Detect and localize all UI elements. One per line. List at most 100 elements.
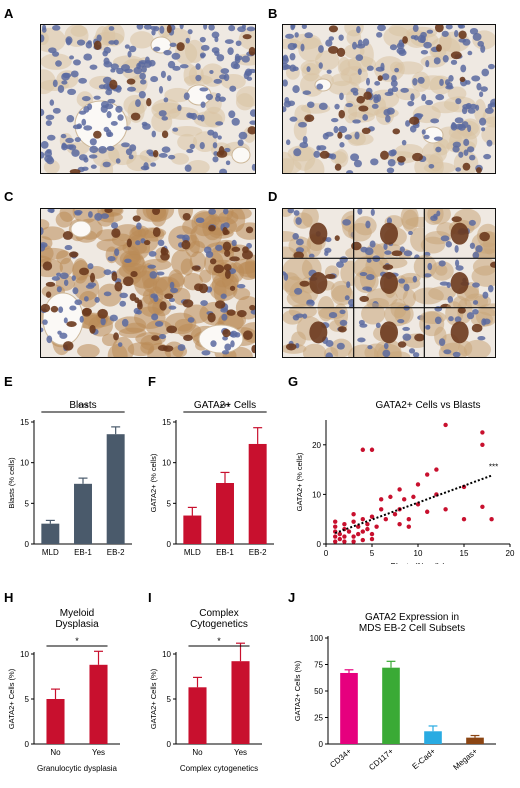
chart-h: Myeloid Dysplasia 0 5 10 GATA2+ Cells (%) No Ye… [0,604,142,782]
nucleus [41,151,45,159]
nucleus [399,246,405,253]
nucleus [338,34,344,41]
y-tick-label: 10 [20,650,29,659]
nucleus [295,217,302,225]
data-point [365,526,370,532]
nucleus [412,275,418,283]
nucleus [471,75,481,82]
x-tick-label: MLD [184,548,201,557]
nucleus [58,306,64,313]
nucleus [237,26,246,33]
nucleus [154,320,164,327]
gata2-positive-nucleus [132,215,141,222]
nucleus [373,94,379,101]
x-tick-label: CD34+ [328,746,353,769]
nucleus [218,96,226,102]
nucleus [138,90,146,99]
nucleus [231,239,237,247]
nucleus [402,333,412,341]
nucleus [369,240,376,248]
tissue-space [198,324,244,354]
nucleus [199,36,206,43]
nucleus [47,134,56,141]
nucleus [385,115,391,123]
y-axis-label: GATA2+ Cells (%) [149,668,158,729]
nucleus [367,345,373,350]
nucleus [61,142,67,149]
nucleus [461,121,469,129]
nucleus [215,93,221,98]
gata2-positive-nucleus [104,209,113,213]
gata2-positive-nucleus [457,307,466,314]
cytoplasm [130,31,154,49]
x-tick-label: MLD [42,548,59,557]
data-point [346,529,352,534]
nucleus [285,139,291,146]
y-tick-label: 100 [310,634,324,643]
nucleus [200,44,210,51]
data-point [369,514,375,519]
y-tick-label: 10 [162,459,171,468]
x-tick-label: 5 [370,549,375,558]
nucleus [292,314,300,321]
nucleus [460,64,467,73]
nucleus [41,242,48,248]
nucleus [442,54,449,63]
cytoplasm [164,87,192,103]
nucleus [382,349,391,357]
nucleus [81,95,91,102]
nucleus [412,352,420,357]
nucleus [472,308,479,315]
nucleus [439,281,449,286]
chart-e-svg: Blasts 0 5 10 15 Blasts (% cells) MLD EB-1 EB-2 *… [7,400,132,557]
cytoplasm [400,209,419,230]
data-point [480,442,485,447]
nucleus [306,299,314,304]
data-point [360,537,365,543]
significance-marker: *** [489,463,498,472]
nucleus [293,210,300,216]
gata2-positive-nucleus [213,264,225,274]
nucleus [205,250,214,258]
nucleus [74,137,81,143]
micrograph-d-cell [420,209,495,264]
micrograph-d-cell [412,254,495,311]
nucleus [44,149,53,158]
nucleus [339,309,346,315]
x-axis-label: Complex cytogenetics [180,764,258,773]
nucleus [245,68,253,77]
gata2-positive-nucleus [182,212,191,221]
gata2-positive-nucleus [391,250,403,257]
gata2-positive-nucleus [166,325,178,334]
nucleus [102,50,108,57]
gata2-positive-nucleus [476,167,482,173]
gata2-positive-nucleus [109,79,118,90]
nucleus [356,25,361,34]
gata2-positive-nucleus [152,227,161,238]
nucleus [405,120,411,127]
nucleus [187,112,195,119]
data-point [360,517,365,522]
gata2-positive-nucleus [434,25,444,33]
nucleus [417,76,425,84]
nucleus [408,348,416,354]
large-cell-nucleus [309,321,328,344]
nucleus [167,60,176,69]
gata2-positive-nucleus [130,112,141,121]
nucleus [224,39,234,44]
chart-i: Complex Cytogenetics 0 5 10 GATA2+ Cells (%) N… [142,604,284,782]
nucleus [128,45,137,53]
cytoplasm [186,160,210,173]
nucleus [156,271,165,276]
nucleus [433,57,441,65]
nucleus [488,63,495,70]
nucleus [109,314,118,322]
nucleus [159,25,165,34]
cytoplasm [70,25,88,37]
nucleus [71,149,80,157]
nucleus [377,25,386,32]
nucleus [114,248,120,257]
bar-yes [231,661,250,744]
panel-label-a: A [4,6,14,21]
cytoplasm [145,319,173,336]
